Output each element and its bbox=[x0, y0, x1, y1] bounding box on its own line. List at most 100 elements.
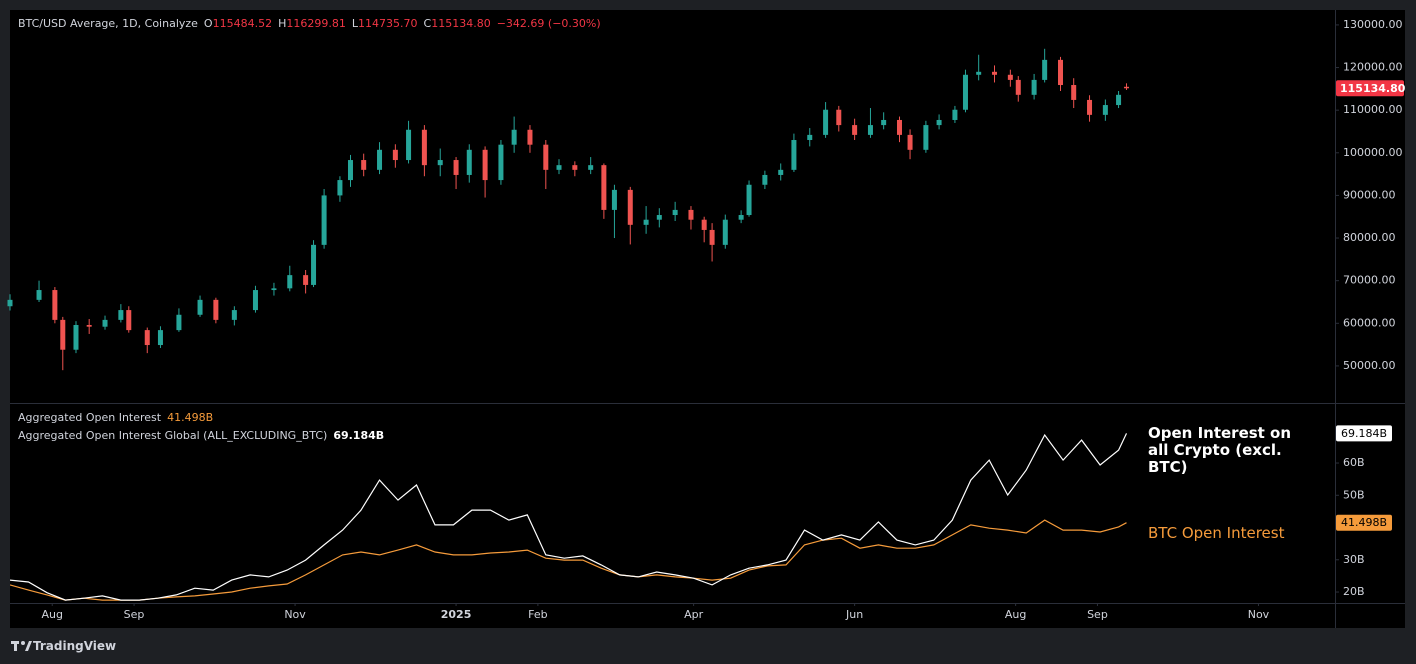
candle-body bbox=[1031, 79, 1037, 95]
candle-body bbox=[643, 219, 649, 225]
candle-body bbox=[271, 288, 277, 291]
candle-body bbox=[672, 209, 678, 216]
candle-body bbox=[86, 324, 92, 327]
candle-body bbox=[896, 119, 902, 135]
candle-body bbox=[936, 119, 942, 126]
y-tick-label: 50B bbox=[1343, 488, 1365, 501]
candle-body bbox=[144, 330, 150, 346]
oi-line bbox=[10, 433, 1128, 601]
candle-body bbox=[482, 149, 488, 181]
y-tick-label: 60000.00 bbox=[1343, 316, 1396, 329]
value-tag-label: 69.184B bbox=[1341, 427, 1387, 440]
y-tick-label: 130000.00 bbox=[1343, 18, 1403, 31]
candle-body bbox=[852, 125, 858, 135]
candle-body bbox=[881, 119, 887, 126]
legend-entry: Aggregated Open Interest Global (ALL_EXC… bbox=[18, 429, 390, 442]
candle-body bbox=[1102, 105, 1108, 115]
candle-body bbox=[656, 215, 662, 220]
candle-body bbox=[1116, 94, 1122, 106]
candle-body bbox=[437, 160, 443, 166]
candle-body bbox=[126, 310, 132, 331]
candle-body bbox=[746, 184, 752, 216]
legend-name: Aggregated Open Interest bbox=[18, 411, 162, 424]
candle-body bbox=[511, 129, 517, 145]
candle-body bbox=[627, 189, 633, 225]
x-tick-label: Jun bbox=[845, 608, 863, 621]
chart-background bbox=[10, 10, 1405, 628]
candle-body bbox=[421, 129, 427, 166]
x-tick-label: Aug bbox=[1005, 608, 1026, 621]
candle-body bbox=[778, 169, 784, 175]
x-tick-label: Sep bbox=[124, 608, 145, 621]
candle-body bbox=[498, 144, 504, 181]
candle-body bbox=[527, 129, 533, 145]
ohlc-value: 116299.81 bbox=[286, 17, 346, 30]
x-tick-label: 2025 bbox=[441, 608, 472, 621]
ohlc-value: 115484.52 bbox=[212, 17, 273, 30]
brand-logo bbox=[11, 641, 32, 651]
candle-body bbox=[311, 244, 317, 285]
candle-body bbox=[836, 109, 842, 126]
y-tick-label: 120000.00 bbox=[1343, 61, 1403, 74]
y-tick-label: 90000.00 bbox=[1343, 188, 1396, 201]
candle-body bbox=[321, 195, 327, 245]
candle-body bbox=[347, 160, 353, 181]
x-tick-label: Aug bbox=[41, 608, 62, 621]
ohlc-value: 114735.70 bbox=[358, 17, 418, 30]
x-tick-label: Nov bbox=[1248, 608, 1270, 621]
value-tag-label: 41.498B bbox=[1341, 516, 1387, 529]
oi-line bbox=[10, 519, 1127, 601]
y-tick-label: 100000.00 bbox=[1343, 146, 1403, 159]
y-tick-label: 20B bbox=[1343, 585, 1365, 598]
candle-body bbox=[709, 229, 715, 245]
candle-body bbox=[611, 189, 617, 210]
candle-body bbox=[738, 215, 744, 220]
last-price-tag bbox=[1336, 80, 1404, 97]
legend-name: Aggregated Open Interest Global (ALL_EXC… bbox=[18, 429, 328, 442]
candle-body bbox=[7, 299, 13, 307]
candle-body bbox=[1123, 86, 1129, 89]
candle-body bbox=[556, 165, 562, 170]
legend-entry: Aggregated Open Interest 41.498B bbox=[18, 411, 219, 424]
y-tick-label: 110000.00 bbox=[1343, 103, 1403, 116]
ohlc-key: L bbox=[351, 17, 359, 30]
legend-value: 69.184B bbox=[333, 429, 385, 442]
candle-body bbox=[976, 71, 982, 75]
candle-body bbox=[157, 330, 163, 346]
candle-body bbox=[60, 319, 66, 350]
candle-body bbox=[601, 165, 607, 210]
annotation: Open Interest on all Crypto (excl. BTC) bbox=[1148, 424, 1292, 476]
x-tick-label: Sep bbox=[1087, 608, 1108, 621]
candle-body bbox=[962, 74, 968, 110]
candle-body bbox=[688, 209, 694, 220]
candle-body bbox=[406, 129, 412, 161]
candle-body bbox=[807, 134, 813, 141]
candle-body bbox=[102, 319, 108, 327]
candle-body bbox=[466, 149, 472, 175]
ohlc-key: O bbox=[203, 17, 213, 30]
candle-body bbox=[701, 219, 707, 230]
candle-body bbox=[722, 219, 728, 245]
x-tick-label: Apr bbox=[684, 608, 704, 621]
value-tag bbox=[1336, 425, 1392, 442]
candle-body bbox=[791, 140, 797, 170]
candle-body bbox=[588, 165, 594, 170]
candle-body bbox=[1015, 79, 1021, 95]
candle-body bbox=[287, 275, 293, 289]
price-change: −342.69 (−0.30%) bbox=[496, 17, 601, 30]
y-tick-label: 60B bbox=[1343, 456, 1365, 469]
candle-body bbox=[252, 290, 258, 311]
candle-body bbox=[762, 174, 768, 185]
candle-body bbox=[1087, 99, 1093, 115]
symbol-header: BTC/USD Average, 1D, Coinalyze O115484.52… bbox=[18, 17, 607, 30]
candle-body bbox=[992, 71, 998, 75]
x-tick-label: Nov bbox=[284, 608, 306, 621]
annotation: BTC Open Interest bbox=[1148, 524, 1285, 542]
x-tick-label: Feb bbox=[528, 608, 547, 621]
candle-body bbox=[176, 314, 182, 331]
candle-body bbox=[73, 324, 79, 350]
candle-body bbox=[361, 160, 367, 170]
y-tick-label: 50000.00 bbox=[1343, 359, 1396, 372]
candle-body bbox=[392, 149, 398, 161]
